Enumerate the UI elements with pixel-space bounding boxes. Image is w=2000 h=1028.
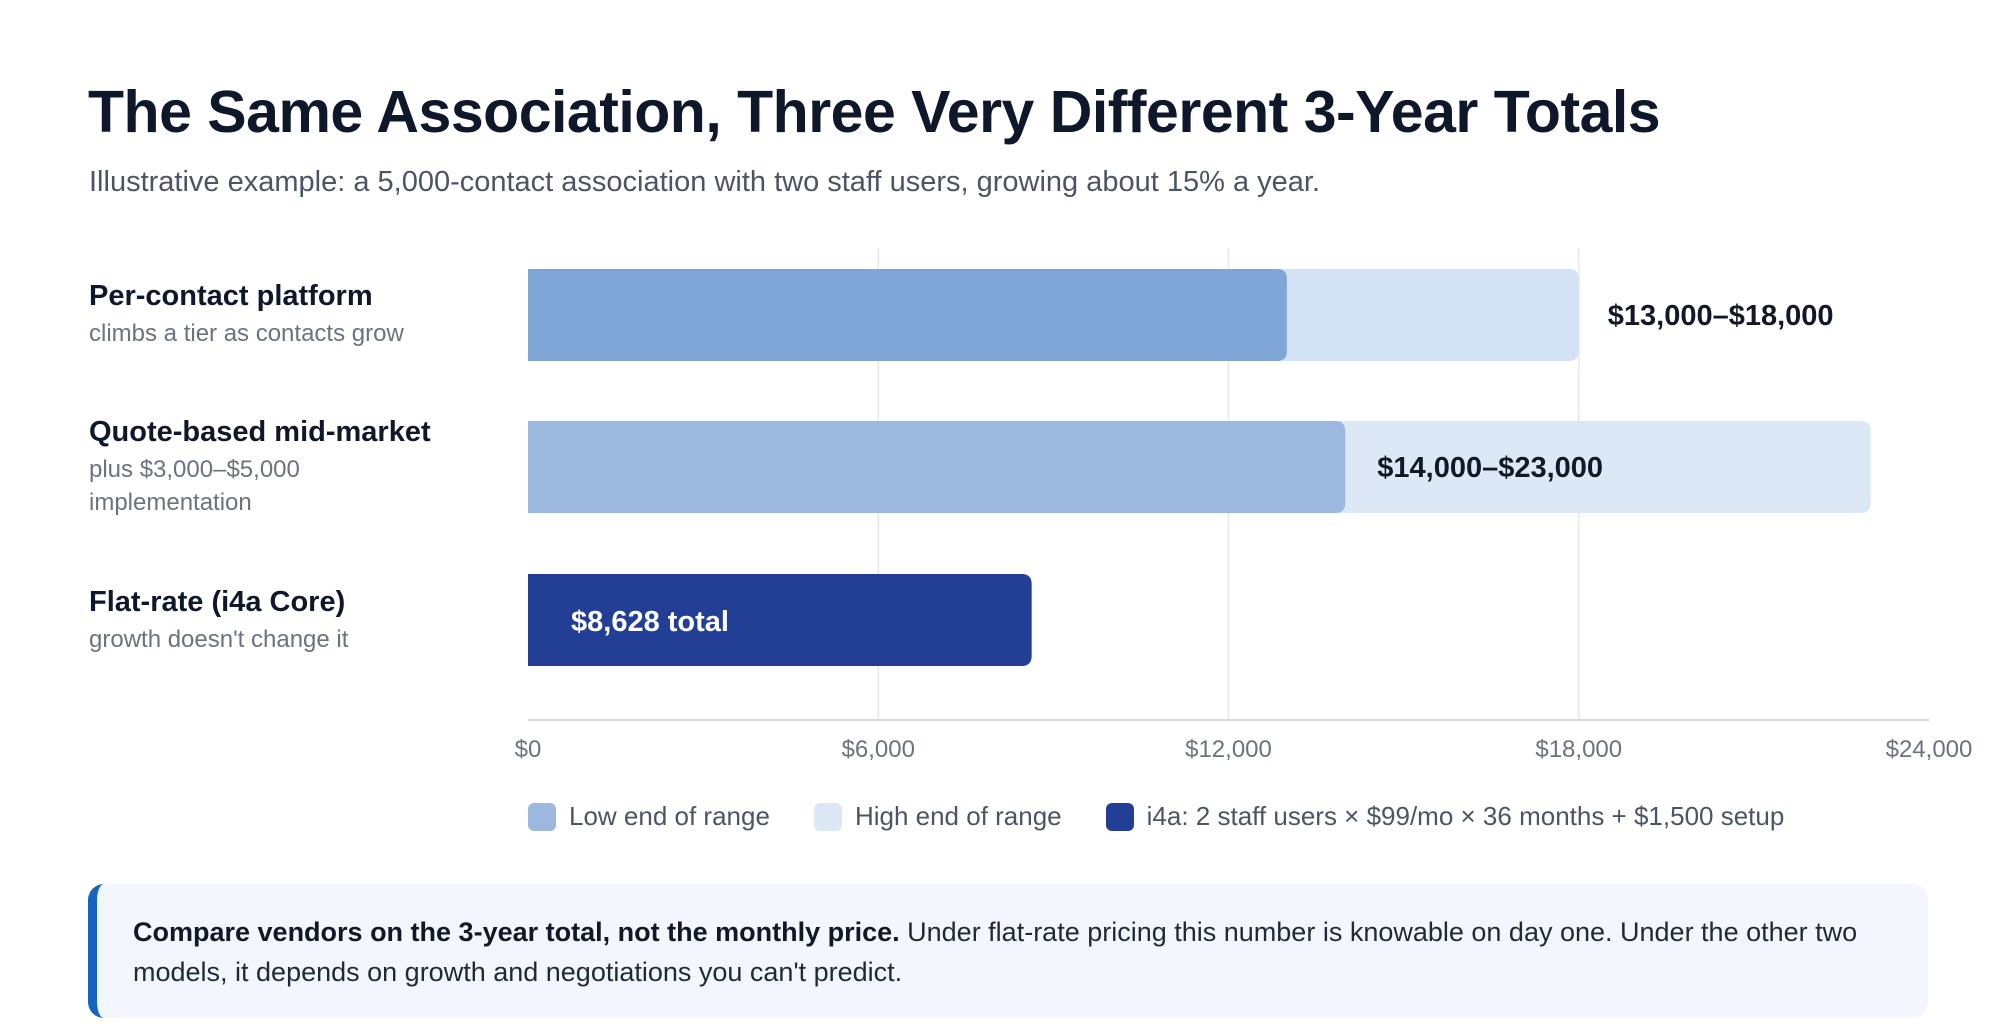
x-tick-label: $18,000	[1535, 736, 1622, 763]
row-name: Flat-rate (i4a Core)	[89, 586, 346, 618]
legend-item-high: High end of range	[813, 801, 1062, 832]
row-subtitle: plus $3,000–$5,000 implementation	[89, 456, 300, 516]
chart-legend: Low end of range High end of range i4a: …	[528, 801, 1828, 832]
x-tick-label: $0	[515, 736, 542, 763]
row-subtitle: growth doesn't change it	[89, 626, 349, 653]
bar-data-label: $14,000–$23,000	[1377, 452, 1603, 484]
legend-item-flat: i4a: 2 staff users × $99/mo × 36 months …	[1105, 801, 1785, 832]
legend-label-low: Low end of range	[569, 801, 770, 831]
chart-subtitle: Illustrative example: a 5,000-contact as…	[89, 166, 1321, 198]
legend-label-flat: i4a: 2 staff users × $99/mo × 36 months …	[1146, 801, 1785, 831]
row-label-flat-rate: Flat-rate (i4a Core) growth doesn't chan…	[89, 586, 419, 656]
legend-item-low: Low end of range	[528, 801, 770, 832]
legend-swatch-flat	[1105, 802, 1134, 831]
bar-flat-rate	[528, 574, 1032, 666]
bar-data-label: $8,628 total	[571, 606, 729, 638]
callout-text: Under flat-rate pricing this number is k…	[133, 917, 1858, 987]
x-tick-label: $24,000	[1886, 736, 1973, 763]
bar-low-end	[528, 421, 1346, 513]
row-subtitle: climbs a tier as contacts grow	[89, 320, 404, 347]
legend-swatch-high	[813, 802, 842, 831]
bar-low-end	[528, 269, 1287, 361]
row-label-quote-based: Quote-based mid-market plus $3,000–$5,00…	[89, 416, 431, 519]
row-label-per-contact: Per-contact platform climbs a tier as co…	[89, 280, 419, 350]
bar-data-label: $13,000–$18,000	[1608, 300, 1834, 332]
legend-label-high: High end of range	[854, 801, 1062, 831]
row-name: Per-contact platform	[89, 280, 373, 312]
legend-swatch-low	[528, 802, 556, 831]
callout-bold: Compare vendors on the 3-year total, not…	[133, 917, 900, 947]
bar-chart: $13,000–$18,000 $14,000–$23,000 $8,628 tot…	[515, 248, 1973, 763]
x-tick-label: $6,000	[842, 736, 915, 763]
chart-title: The Same Association, Three Very Differe…	[88, 79, 1661, 145]
row-name: Quote-based mid-market	[89, 416, 431, 448]
x-tick-label: $12,000	[1185, 736, 1272, 763]
callout-box: Compare vendors on the 3-year total, not…	[88, 884, 1928, 1018]
